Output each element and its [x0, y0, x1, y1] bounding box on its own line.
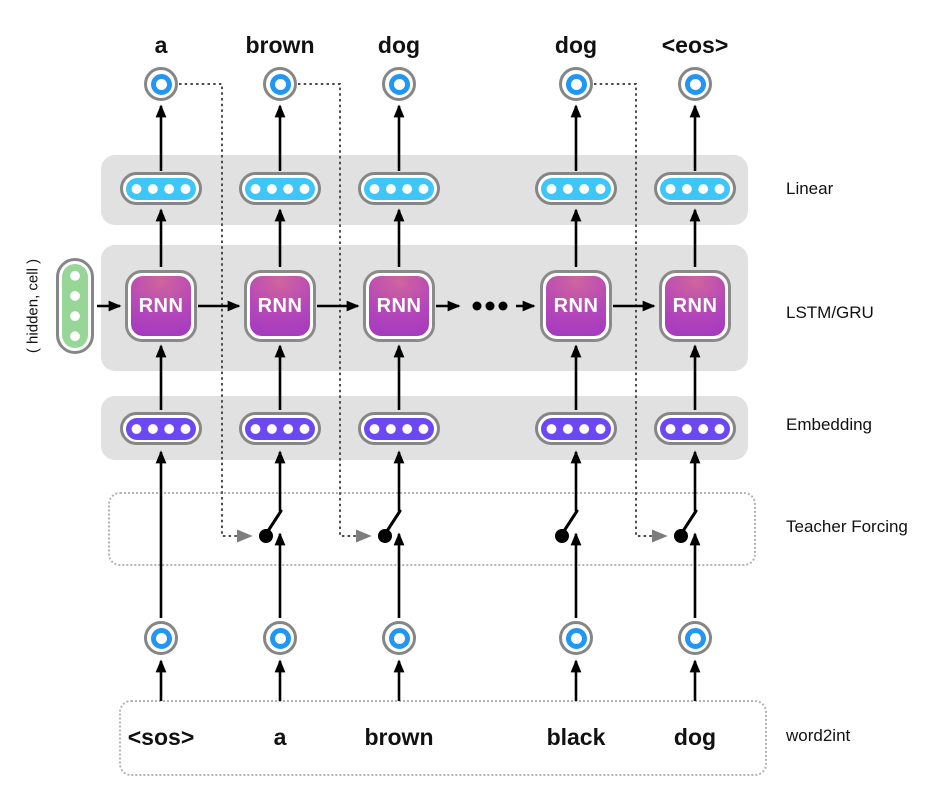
input-circle-ring	[684, 627, 706, 649]
output-circle-5	[678, 67, 712, 101]
input-circle-ring	[269, 627, 291, 649]
embedding-pill-dots	[126, 417, 196, 440]
hidden-state-pill	[56, 258, 94, 354]
rnn-cell-5: RNN	[659, 270, 731, 342]
embedding-layer-label: Embedding	[786, 415, 873, 434]
vertical-arrows	[155, 104, 701, 701]
output-word-5: <eos>	[661, 32, 729, 58]
rnn-cell-3: RNN	[363, 270, 435, 342]
input-word-5: dog	[673, 724, 717, 750]
linear-pill-3	[358, 172, 440, 205]
linear-pill-dots	[245, 177, 315, 200]
linear-pill-dots	[541, 177, 611, 200]
rnn-cell-label: RNN	[250, 276, 310, 336]
output-circle-ring	[150, 73, 172, 95]
output-word-1: a	[154, 32, 168, 58]
input-circle-ring	[565, 627, 587, 649]
input-word-1: <sos>	[127, 724, 195, 750]
rnn-cell-label: RNN	[369, 276, 429, 336]
input-circle-3	[382, 621, 416, 655]
rnn-cell-label: RNN	[131, 276, 191, 336]
teacher-forcing-label: Teacher Forcing	[786, 517, 908, 536]
input-word-3: brown	[364, 724, 434, 750]
output-circle-ring	[269, 73, 291, 95]
output-circle-3	[382, 67, 416, 101]
embedding-pill-3	[358, 412, 440, 445]
output-circle-1	[144, 67, 178, 101]
output-word-2: brown	[245, 32, 315, 58]
output-circle-4	[559, 67, 593, 101]
lstm-gru-layer-label: LSTM/GRU	[786, 303, 874, 322]
input-circle-1	[144, 621, 178, 655]
output-circle-2	[263, 67, 297, 101]
teacher-forcing-box	[108, 492, 756, 566]
input-circle-4	[559, 621, 593, 655]
embedding-pill-dots	[245, 417, 315, 440]
rnn-cell-2: RNN	[244, 270, 316, 342]
rnn-cell-1: RNN	[125, 270, 197, 342]
rnn-cell-4: RNN	[540, 270, 612, 342]
output-circle-ring	[388, 73, 410, 95]
word2int-box	[119, 700, 767, 776]
embedding-pill-5	[654, 412, 736, 445]
embedding-pill-1	[120, 412, 202, 445]
linear-pill-1	[120, 172, 202, 205]
embedding-pill-dots	[364, 417, 434, 440]
feedback-dotted-arrows	[179, 83, 668, 543]
word2int-label: word2int	[786, 726, 851, 745]
input-circle-5	[678, 621, 712, 655]
output-circle-ring	[565, 73, 587, 95]
rnn-cell-label: RNN	[665, 276, 725, 336]
linear-pill-2	[239, 172, 321, 205]
output-word-3: dog	[377, 32, 421, 58]
linear-pill-4	[535, 172, 617, 205]
embedding-pill-dots	[660, 417, 730, 440]
input-word-2: a	[273, 724, 287, 750]
hidden-cell-state-label: ( hidden, cell )	[24, 258, 42, 354]
linear-layer-label: Linear	[786, 179, 834, 198]
embedding-pill-dots	[541, 417, 611, 440]
embedding-pill-4	[535, 412, 617, 445]
output-word-4: dog	[554, 32, 598, 58]
embedding-pill-2	[239, 412, 321, 445]
hidden-state-pill-dots	[62, 264, 88, 348]
output-circle-ring	[684, 73, 706, 95]
input-circle-ring	[388, 627, 410, 649]
linear-pill-dots	[126, 177, 196, 200]
linear-pill-dots	[364, 177, 434, 200]
input-word-4: black	[546, 724, 606, 750]
ellipsis-dots	[472, 301, 508, 311]
teacher-forcing-switches	[259, 509, 698, 543]
input-circle-2	[263, 621, 297, 655]
linear-pill-5	[654, 172, 736, 205]
linear-pill-dots	[660, 177, 730, 200]
rnn-cell-label: RNN	[546, 276, 606, 336]
input-circle-ring	[150, 627, 172, 649]
